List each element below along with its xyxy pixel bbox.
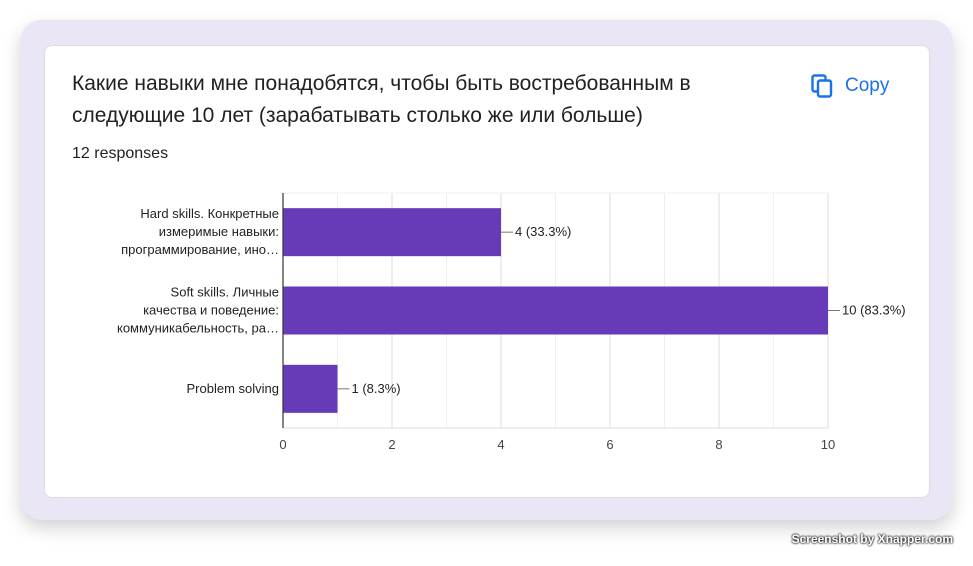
category-label: Soft skills. Личные bbox=[171, 285, 279, 300]
question-card: Какие навыки мне понадобятся, чтобы быть… bbox=[44, 45, 930, 498]
category-label: Hard skills. Конкретные bbox=[140, 206, 279, 221]
x-tick-label: 4 bbox=[497, 437, 504, 452]
copy-button[interactable]: Copy bbox=[811, 70, 889, 102]
category-label: качества и поведение: bbox=[143, 303, 279, 318]
bar-chart: 0 2 4 6 8 10 Hard skills. Конкретные измеримые … bbox=[117, 192, 906, 452]
copy-icon bbox=[811, 74, 833, 98]
x-tick-label: 2 bbox=[388, 437, 395, 452]
bar bbox=[283, 208, 501, 257]
data-label: 1 (8.3%) bbox=[352, 381, 401, 396]
category-label: коммуникабельность, ра… bbox=[117, 321, 279, 336]
bar bbox=[283, 364, 338, 413]
watermark: Screenshot by Xnapper.com bbox=[791, 532, 953, 546]
question-title: Какие навыки мне понадобятся, чтобы быть… bbox=[72, 72, 691, 127]
response-count: 12 responses bbox=[72, 145, 169, 162]
data-label: 10 (83.3%) bbox=[842, 303, 906, 318]
category-label: Problem solving bbox=[187, 381, 280, 396]
bar bbox=[283, 286, 828, 335]
x-tick-label: 8 bbox=[715, 437, 722, 452]
x-tick-label: 6 bbox=[606, 437, 613, 452]
x-tick-label: 0 bbox=[279, 437, 286, 452]
screenshot-frame: Какие навыки мне понадобятся, чтобы быть… bbox=[20, 20, 953, 520]
category-label: измеримые навыки: bbox=[159, 224, 279, 239]
category-label: программирование, ино… bbox=[121, 242, 279, 257]
copy-label: Copy bbox=[845, 75, 890, 96]
data-label: 4 (33.3%) bbox=[515, 224, 571, 239]
x-tick-label: 10 bbox=[821, 437, 835, 452]
